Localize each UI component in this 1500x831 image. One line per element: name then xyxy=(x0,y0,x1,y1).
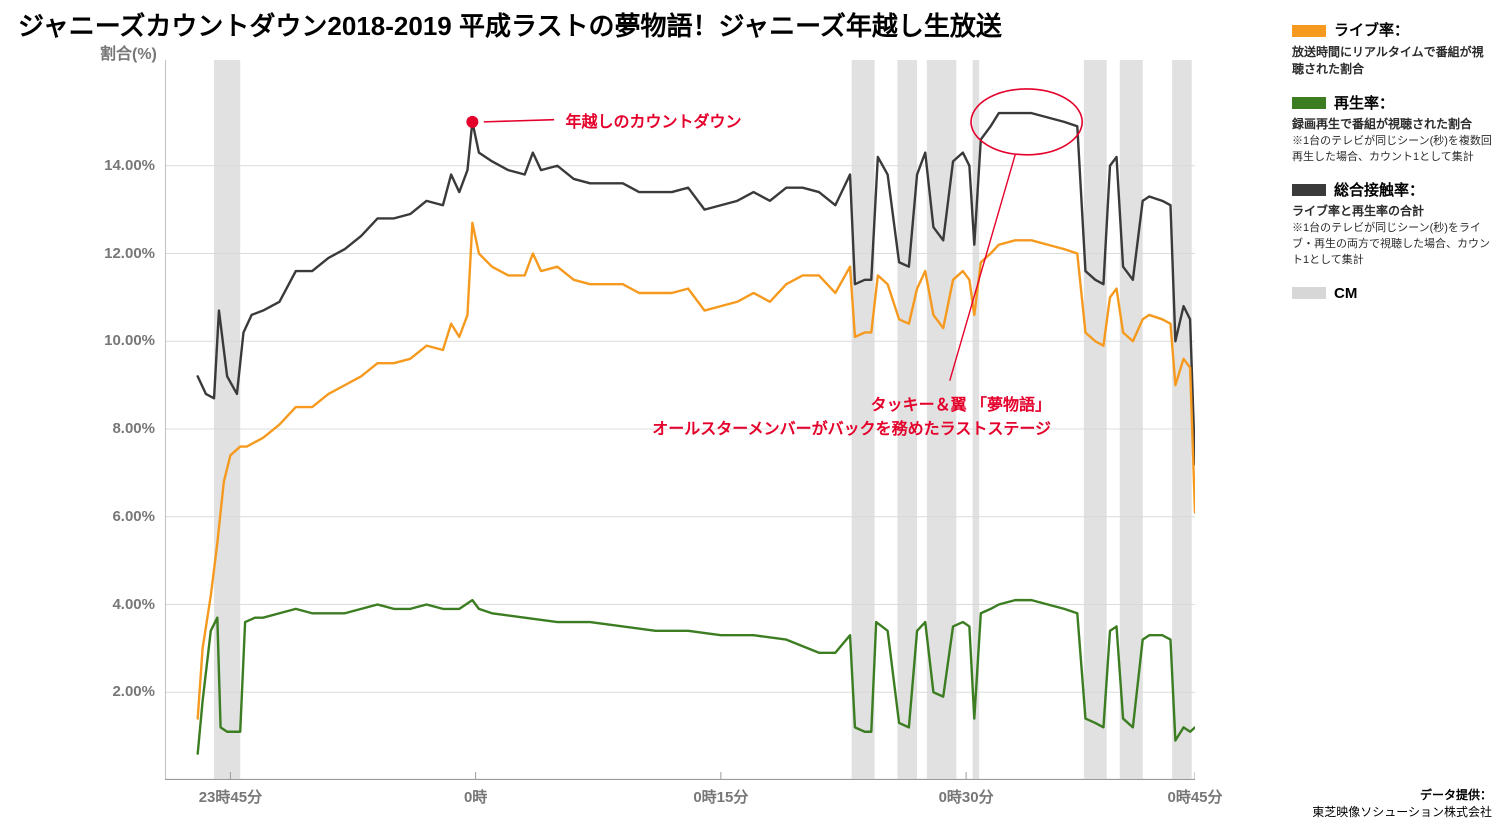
legend-label: ライブ率： xyxy=(1334,20,1409,42)
anno-marker-countdown xyxy=(466,116,478,128)
xtick: 0時15分 xyxy=(693,786,748,807)
legend-label: 再生率： xyxy=(1334,93,1394,115)
legend-desc: 録画再生で番組が視聴された割合 xyxy=(1292,116,1492,133)
xtick: 0時30分 xyxy=(939,786,994,807)
legend-item: 総合接触率：ライブ率と再生率の合計※1台のテレビが同じシーン(秒)をライブ・再生… xyxy=(1292,180,1492,269)
series-ライブ率 xyxy=(198,223,1195,719)
legend-swatch xyxy=(1292,184,1326,196)
legend: ライブ率：放送時間にリアルタイムで番組が視聴された割合再生率：録画再生で番組が視… xyxy=(1292,20,1492,318)
legend-note: ※1台のテレビが同じシーン(秒)を複数回再生した場合、カウント1として集計 xyxy=(1292,134,1492,166)
legend-label: 総合接触率： xyxy=(1334,180,1424,202)
legend-label: CM xyxy=(1334,283,1357,305)
legend-note: ※1台のテレビが同じシーン(秒)をライブ・再生の両方で視聴した場合、カウント1と… xyxy=(1292,221,1492,269)
legend-swatch xyxy=(1292,97,1326,109)
ytick: 8.00% xyxy=(85,420,155,437)
data-credit: データ提供： 東芝映像ソシューション株式会社 xyxy=(1312,787,1492,821)
xtick: 23時45分 xyxy=(199,786,262,807)
xtick: 0時 xyxy=(464,786,487,807)
anno-text-yume: タッキー＆翼 「夢物語」オールスターメンバーがバックを務めたラストステージ xyxy=(652,391,1051,439)
legend-swatch xyxy=(1292,25,1326,37)
ytick: 10.00% xyxy=(85,332,155,349)
legend-desc: ライブ率と再生率の合計 xyxy=(1292,203,1492,220)
ytick: 2.00% xyxy=(85,683,155,700)
anno-text-countdown: 年越しのカウントダウン xyxy=(566,108,742,132)
ytick: 14.00% xyxy=(85,157,155,174)
legend-item: 再生率：録画再生で番組が視聴された割合※1台のテレビが同じシーン(秒)を複数回再… xyxy=(1292,93,1492,166)
legend-item: CM xyxy=(1292,283,1492,305)
ytick: 6.00% xyxy=(85,508,155,525)
legend-desc: 放送時間にリアルタイムで番組が視聴された割合 xyxy=(1292,44,1492,79)
y-axis-label: 割合(%) xyxy=(100,40,157,64)
anno-line-yume xyxy=(950,155,1015,381)
ytick: 4.00% xyxy=(85,596,155,613)
legend-swatch xyxy=(1292,287,1326,299)
xtick: 0時45分 xyxy=(1167,786,1222,807)
anno-line-countdown xyxy=(484,120,554,122)
series-再生率 xyxy=(198,600,1195,754)
legend-item: ライブ率：放送時間にリアルタイムで番組が視聴された割合 xyxy=(1292,20,1492,79)
chart-title: ジャニーズカウントダウン2018-2019 平成ラストの夢物語！ジャニーズ年越し… xyxy=(18,6,1002,43)
ytick: 12.00% xyxy=(85,245,155,262)
